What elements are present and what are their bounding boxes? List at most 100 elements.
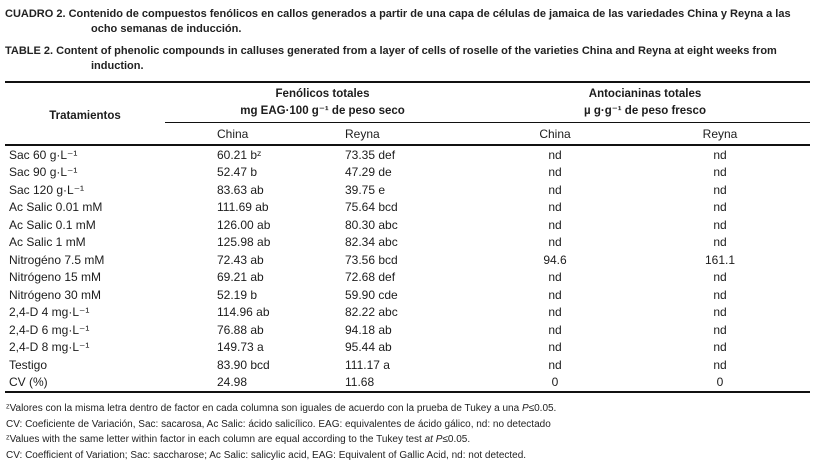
antocianinas-reyna-value: nd bbox=[630, 339, 810, 357]
antocianinas-reyna-value: nd bbox=[630, 304, 810, 322]
antocianinas-reyna-value: nd bbox=[630, 181, 810, 199]
treatment-cell: Sac 120 g·L⁻¹ bbox=[5, 181, 165, 199]
fenolicos-china-value: 125.98 ab bbox=[165, 234, 293, 252]
footnote-text: ᶻValues with the same letter within fact… bbox=[6, 434, 425, 445]
fenolicos-reyna-value: 111.17 a bbox=[293, 356, 480, 374]
fenolicos-china-value: 111.69 ab bbox=[165, 199, 293, 217]
antocianinas-china-value: nd bbox=[480, 164, 630, 182]
table-row: Sac 120 g·L⁻¹ 83.63 ab 39.75 e nd nd bbox=[5, 181, 810, 199]
footnote-abbreviations-es: CV: Coeficiente de Variación, Sac: sacar… bbox=[6, 417, 810, 433]
table-row: Sac 60 g·L⁻¹ 60.21 bᶻ 73.35 def nd nd bbox=[5, 145, 810, 164]
fenolicos-china-value: 52.19 b bbox=[165, 286, 293, 304]
table-row-cv: CV (%) 24.98 11.68 0 0 bbox=[5, 374, 810, 393]
fenolicos-china-value: 83.90 bcd bbox=[165, 356, 293, 374]
treatment-cell: CV (%) bbox=[5, 374, 165, 393]
antocianinas-china-value: nd bbox=[480, 199, 630, 217]
table-row: Ac Salic 0.01 mM 111.69 ab 75.64 bcd nd … bbox=[5, 199, 810, 217]
caption-english-label: TABLE 2. bbox=[5, 45, 53, 57]
fenolicos-china-value: 114.96 ab bbox=[165, 304, 293, 322]
caption-english-text: Content of phenolic compounds in calluse… bbox=[56, 45, 777, 72]
treatment-cell: Sac 60 g·L⁻¹ bbox=[5, 145, 165, 164]
fenolicos-reyna-value: 73.35 def bbox=[293, 145, 480, 164]
subheader-fenolicos-china: China bbox=[165, 123, 293, 146]
treatment-cell: Nitrógeno 15 mM bbox=[5, 269, 165, 287]
antocianinas-reyna-value: 161.1 bbox=[630, 251, 810, 269]
treatment-cell: Nitrógeno 30 mM bbox=[5, 286, 165, 304]
antocianinas-china-value: nd bbox=[480, 234, 630, 252]
group-header-antocianinas-totales: Antocianinas totales bbox=[480, 82, 810, 101]
fenolicos-reyna-value: 94.18 ab bbox=[293, 321, 480, 339]
table-row: Ac Salic 1 mM 125.98 ab 82.34 abc nd nd bbox=[5, 234, 810, 252]
antocianinas-reyna-value: nd bbox=[630, 269, 810, 287]
phenolic-compounds-table: Tratamientos Fenólicos totales Antociani… bbox=[5, 81, 810, 393]
treatment-cell: Ac Salic 0.01 mM bbox=[5, 199, 165, 217]
fenolicos-china-value: 126.00 ab bbox=[165, 216, 293, 234]
group-header-row: Tratamientos Fenólicos totales Antociani… bbox=[5, 82, 810, 101]
antocianinas-reyna-value: 0 bbox=[630, 374, 810, 393]
subheader-antocianinas-china: China bbox=[480, 123, 630, 146]
footnotes: ᶻValores con la misma letra dentro de fa… bbox=[5, 401, 810, 463]
antocianinas-china-value: nd bbox=[480, 304, 630, 322]
footnote-text: ≤0.05. bbox=[529, 403, 557, 414]
fenolicos-reyna-value: 72.68 def bbox=[293, 269, 480, 287]
footnote-tukey-es: ᶻValores con la misma letra dentro de fa… bbox=[6, 401, 810, 417]
subheader-antocianinas-reyna: Reyna bbox=[630, 123, 810, 146]
treatment-cell: 2,4-D 4 mg·L⁻¹ bbox=[5, 304, 165, 322]
footnote-text: CV: Coefficient of Variation; Sac: sacch… bbox=[6, 450, 526, 461]
units-antocianinas: µ g·g⁻¹ de peso fresco bbox=[480, 101, 810, 123]
units-fenolicos: mg EAG·100 g⁻¹ de peso seco bbox=[165, 101, 480, 123]
treatment-cell: Testigo bbox=[5, 356, 165, 374]
caption-spanish-label: CUADRO 2. bbox=[5, 8, 66, 20]
treatment-cell: Sac 90 g·L⁻¹ bbox=[5, 164, 165, 182]
fenolicos-reyna-value: 95.44 ab bbox=[293, 339, 480, 357]
fenolicos-reyna-value: 47.29 de bbox=[293, 164, 480, 182]
caption-spanish: CUADRO 2. Contenido de compuestos fenóli… bbox=[5, 7, 810, 36]
antocianinas-china-value: 0 bbox=[480, 374, 630, 393]
antocianinas-reyna-value: nd bbox=[630, 216, 810, 234]
treatment-cell: Nitrogéno 7.5 mM bbox=[5, 251, 165, 269]
antocianinas-reyna-value: nd bbox=[630, 321, 810, 339]
antocianinas-reyna-value: nd bbox=[630, 199, 810, 217]
footnote-italic-p: P bbox=[522, 403, 529, 414]
treatments-column-header: Tratamientos bbox=[5, 82, 165, 145]
antocianinas-reyna-value: nd bbox=[630, 286, 810, 304]
footnote-tukey-en: ᶻValues with the same letter within fact… bbox=[6, 432, 810, 448]
fenolicos-china-value: 52.47 b bbox=[165, 164, 293, 182]
antocianinas-china-value: nd bbox=[480, 216, 630, 234]
footnote-abbreviations-en: CV: Coefficient of Variation; Sac: sacch… bbox=[6, 448, 810, 463]
footnote-text: ≤0.05. bbox=[442, 434, 470, 445]
table-row: Nitrógeno 30 mM 52.19 b 59.90 cde nd nd bbox=[5, 286, 810, 304]
antocianinas-china-value: nd bbox=[480, 286, 630, 304]
antocianinas-china-value: nd bbox=[480, 339, 630, 357]
footnote-text: ᶻValores con la misma letra dentro de fa… bbox=[6, 403, 522, 414]
antocianinas-china-value: nd bbox=[480, 356, 630, 374]
treatment-cell: 2,4-D 6 mg·L⁻¹ bbox=[5, 321, 165, 339]
table-row: Testigo 83.90 bcd 111.17 a nd nd bbox=[5, 356, 810, 374]
treatment-cell: Ac Salic 1 mM bbox=[5, 234, 165, 252]
footnote-text: CV: Coeficiente de Variación, Sac: sacar… bbox=[6, 419, 551, 430]
antocianinas-china-value: 94.6 bbox=[480, 251, 630, 269]
table-row: 2,4-D 4 mg·L⁻¹ 114.96 ab 82.22 abc nd nd bbox=[5, 304, 810, 322]
fenolicos-reyna-value: 82.22 abc bbox=[293, 304, 480, 322]
fenolicos-china-value: 149.73 a bbox=[165, 339, 293, 357]
caption-spanish-text: Contenido de compuestos fenólicos en cal… bbox=[69, 8, 791, 35]
fenolicos-reyna-value: 73.56 bcd bbox=[293, 251, 480, 269]
table-row: Nitrogéno 7.5 mM 72.43 ab 73.56 bcd 94.6… bbox=[5, 251, 810, 269]
table-row: 2,4-D 8 mg·L⁻¹ 149.73 a 95.44 ab nd nd bbox=[5, 339, 810, 357]
treatment-cell: 2,4-D 8 mg·L⁻¹ bbox=[5, 339, 165, 357]
table-row: Ac Salic 0.1 mM 126.00 ab 80.30 abc nd n… bbox=[5, 216, 810, 234]
subheader-fenolicos-reyna: Reyna bbox=[293, 123, 480, 146]
fenolicos-china-value: 83.63 ab bbox=[165, 181, 293, 199]
footnote-italic-p: at P bbox=[425, 434, 443, 445]
table-row: Nitrógeno 15 mM 69.21 ab 72.68 def nd nd bbox=[5, 269, 810, 287]
table-row: 2,4-D 6 mg·L⁻¹ 76.88 ab 94.18 ab nd nd bbox=[5, 321, 810, 339]
fenolicos-reyna-value: 80.30 abc bbox=[293, 216, 480, 234]
fenolicos-china-value: 72.43 ab bbox=[165, 251, 293, 269]
fenolicos-reyna-value: 59.90 cde bbox=[293, 286, 480, 304]
table-row: Sac 90 g·L⁻¹ 52.47 b 47.29 de nd nd bbox=[5, 164, 810, 182]
fenolicos-china-value: 24.98 bbox=[165, 374, 293, 393]
fenolicos-reyna-value: 75.64 bcd bbox=[293, 199, 480, 217]
fenolicos-china-value: 69.21 ab bbox=[165, 269, 293, 287]
fenolicos-reyna-value: 39.75 e bbox=[293, 181, 480, 199]
